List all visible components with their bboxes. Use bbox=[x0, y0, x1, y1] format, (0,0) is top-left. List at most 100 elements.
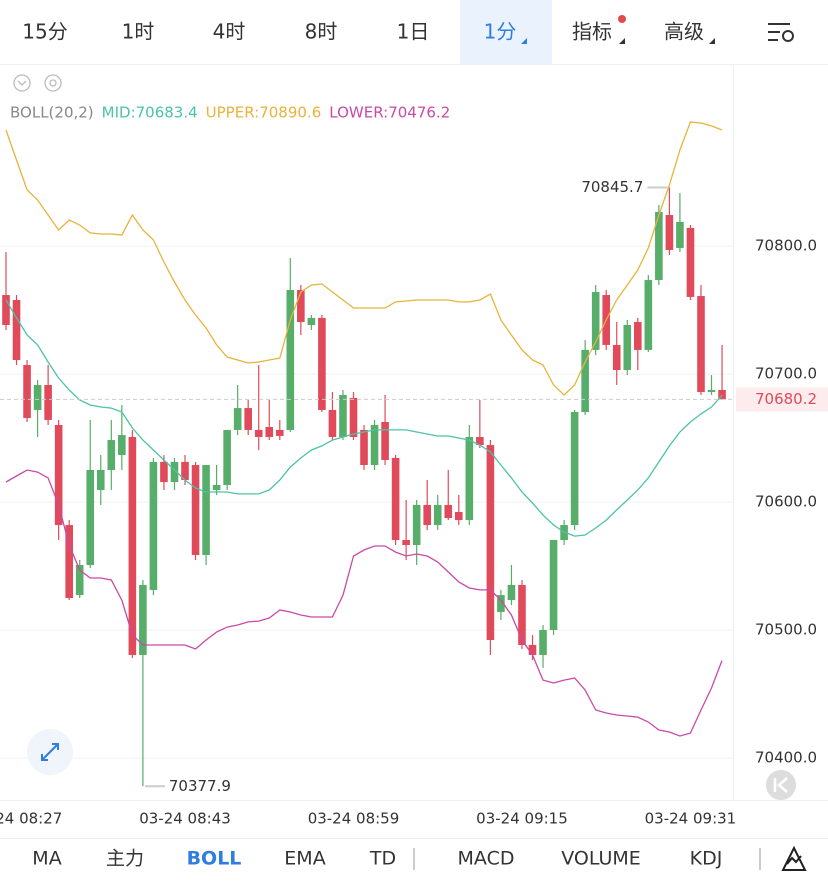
candle-body bbox=[202, 465, 210, 555]
candle-body bbox=[170, 461, 179, 483]
candle-body bbox=[381, 422, 389, 461]
y-tick-label: 70400.0 bbox=[755, 749, 817, 767]
y-tick-label: 70500.0 bbox=[755, 621, 817, 639]
candle-body bbox=[665, 215, 674, 250]
y-tick-label: 70700.0 bbox=[755, 365, 817, 383]
boll-line bbox=[5, 299, 723, 537]
current-price-label: 70680.2 bbox=[755, 390, 817, 408]
tab[interactable]: 1时 bbox=[122, 20, 155, 44]
indicator-tab-active[interactable]: BOLL bbox=[187, 848, 242, 870]
x-tick-label: 03-24 08:59 bbox=[308, 810, 400, 828]
dropdown-arrow bbox=[521, 38, 527, 44]
tab[interactable]: 8时 bbox=[305, 20, 338, 44]
candle-body bbox=[528, 644, 537, 655]
indicator-tab[interactable]: 主力 bbox=[106, 848, 144, 870]
candle-body bbox=[591, 291, 600, 350]
min-label: 70377.9 bbox=[169, 777, 231, 795]
indicator-tab[interactable]: MACD bbox=[458, 848, 515, 870]
candle-body bbox=[444, 504, 453, 519]
candle-body bbox=[191, 465, 200, 555]
candle-body bbox=[518, 584, 526, 645]
candle-body bbox=[107, 440, 116, 471]
tab-active[interactable]: 1分 bbox=[484, 20, 517, 44]
settings-icon[interactable] bbox=[768, 23, 794, 42]
candle-body bbox=[433, 504, 442, 526]
x-tick-label: 03-24 08:27 bbox=[0, 810, 62, 828]
boll-line bbox=[5, 469, 723, 737]
candle-body bbox=[402, 540, 410, 546]
candle-body bbox=[139, 584, 147, 655]
legend: BOLL(20,2) MID:70683.4 UPPER:70890.6 LOWER:… bbox=[10, 104, 450, 122]
candle-body bbox=[676, 221, 684, 249]
candle-body bbox=[423, 504, 431, 526]
candle-body bbox=[391, 457, 400, 541]
expand-button[interactable] bbox=[27, 729, 73, 775]
candle-body bbox=[634, 322, 642, 350]
candle-body bbox=[412, 504, 421, 546]
candle-body bbox=[181, 461, 189, 480]
notify-dot bbox=[618, 15, 626, 23]
indicator-tools[interactable] bbox=[13, 74, 62, 92]
legend-entry: LOWER:70476.2 bbox=[329, 104, 450, 122]
candle-body bbox=[75, 564, 84, 596]
candle-body bbox=[307, 317, 316, 325]
legend-entry: UPPER:70890.6 bbox=[206, 104, 322, 122]
candle-body bbox=[54, 424, 63, 526]
candle-body bbox=[349, 397, 358, 437]
indicator-tab[interactable]: KDJ bbox=[690, 848, 723, 870]
candle-body bbox=[644, 280, 653, 350]
candle-body bbox=[297, 290, 305, 323]
indicator-tab[interactable]: MA bbox=[32, 848, 61, 870]
candle-body bbox=[707, 390, 716, 393]
candle-body bbox=[465, 436, 474, 521]
candle-body bbox=[2, 295, 10, 325]
tab[interactable]: 1日 bbox=[397, 20, 430, 44]
tab[interactable]: 指标 bbox=[572, 20, 612, 44]
max-label: 70845.7 bbox=[581, 178, 643, 196]
candle-body bbox=[486, 445, 495, 640]
y-tick-label: 70800.0 bbox=[755, 236, 817, 254]
boll-line bbox=[5, 121, 723, 396]
candle-body bbox=[118, 435, 126, 456]
legend-entry: MID:70683.4 bbox=[102, 104, 198, 122]
tab[interactable]: 4时 bbox=[213, 20, 246, 44]
indicator-name: BOLL(20,2) bbox=[10, 104, 94, 122]
candle-body bbox=[686, 227, 695, 297]
indicator-tab[interactable]: EMA bbox=[284, 848, 325, 870]
tab[interactable]: 高级 bbox=[664, 20, 704, 44]
x-tick-label: 03-24 08:43 bbox=[139, 810, 231, 828]
candle-body bbox=[96, 470, 105, 490]
candle-body bbox=[128, 436, 137, 655]
candle-body bbox=[275, 429, 284, 436]
top-tabs: 15分 1时 4时 8时 1日 1分 指标 高级 bbox=[22, 20, 704, 44]
candle-body bbox=[328, 409, 337, 437]
candle-body bbox=[23, 365, 31, 419]
tab[interactable]: 15分 bbox=[22, 20, 67, 44]
candle-body bbox=[623, 324, 632, 371]
candle-body bbox=[318, 317, 326, 410]
dropdown-arrow bbox=[619, 38, 625, 44]
candle-body bbox=[370, 424, 379, 466]
candle-body bbox=[497, 595, 505, 612]
candle-body bbox=[612, 344, 621, 371]
candle-body bbox=[339, 394, 347, 437]
indicator-tab[interactable]: TD bbox=[369, 848, 396, 870]
y-tick-label: 70600.0 bbox=[755, 493, 817, 511]
candle-body bbox=[360, 429, 368, 466]
active-tab-bg bbox=[460, 0, 552, 64]
x-tick-label: 03-24 09:15 bbox=[476, 810, 568, 828]
candle-body bbox=[697, 296, 705, 393]
candle-body bbox=[86, 470, 95, 565]
indicator-tab[interactable]: VOLUME bbox=[561, 848, 641, 870]
candle-body bbox=[476, 436, 484, 446]
candle-body bbox=[65, 525, 73, 599]
candle-body bbox=[254, 429, 263, 437]
candle-body bbox=[12, 300, 21, 361]
candle-body bbox=[286, 290, 295, 430]
candle-body bbox=[160, 461, 168, 483]
back-to-latest-button[interactable] bbox=[766, 770, 796, 800]
candle-body bbox=[581, 349, 589, 413]
x-tick-label: 03-24 09:31 bbox=[645, 810, 737, 828]
draw-tool-icon[interactable] bbox=[781, 845, 807, 871]
